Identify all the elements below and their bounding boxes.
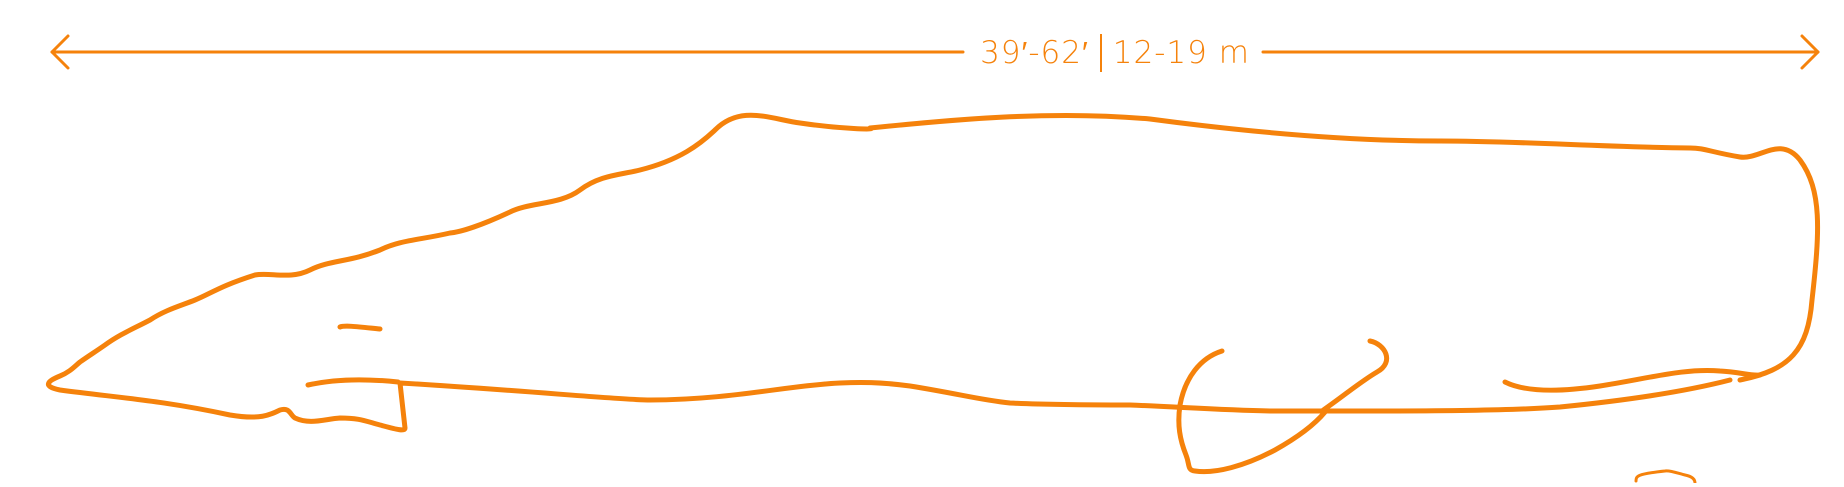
length-imperial: 39′-62′: [980, 35, 1089, 71]
whale-body-outline: [46, 112, 1821, 433]
dimension-label: 39′-62′ 12-19 m: [970, 30, 1260, 76]
whale-eye-crease: [1319, 338, 1390, 414]
whale-pectoral-fin: [1176, 348, 1328, 475]
dimension-separator: [1099, 34, 1102, 72]
whale-tail-lower-fluke: [305, 377, 401, 388]
whale-tail-upper: [337, 323, 383, 332]
whale-skin-detail: [1634, 469, 1697, 485]
sperm-whale-illustration: [46, 112, 1821, 485]
length-metric: 12-19 m: [1112, 35, 1250, 71]
dimension-arrow-left-icon: [50, 34, 70, 70]
whale-lower-jaw: [1502, 368, 1763, 393]
dimension-arrow-right-icon: [1800, 34, 1820, 70]
dimension-line: [50, 34, 1820, 70]
